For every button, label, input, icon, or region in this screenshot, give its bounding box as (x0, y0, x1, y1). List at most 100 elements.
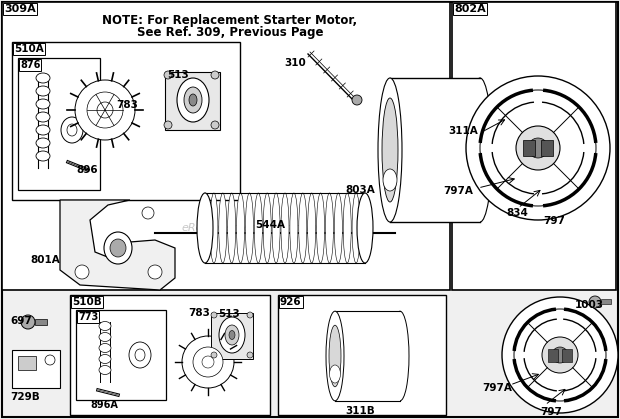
Circle shape (502, 297, 618, 413)
Circle shape (211, 71, 219, 79)
Circle shape (202, 356, 214, 368)
Bar (278, 295, 446, 415)
Text: 773: 773 (78, 312, 98, 322)
Text: 783: 783 (116, 100, 138, 110)
Circle shape (552, 347, 568, 363)
Circle shape (542, 337, 578, 373)
Ellipse shape (299, 193, 307, 263)
Bar (76, 310, 166, 400)
Circle shape (211, 121, 219, 129)
Ellipse shape (61, 117, 83, 143)
Circle shape (211, 352, 217, 358)
Ellipse shape (177, 78, 209, 122)
Ellipse shape (334, 193, 342, 263)
Text: 876: 876 (20, 60, 40, 70)
Ellipse shape (189, 94, 197, 106)
Ellipse shape (129, 342, 151, 368)
Ellipse shape (383, 169, 397, 191)
Ellipse shape (343, 193, 351, 263)
Ellipse shape (391, 311, 409, 401)
Bar (35, 319, 47, 325)
Text: 801A: 801A (30, 255, 60, 265)
Bar (18, 356, 36, 370)
Circle shape (164, 71, 172, 79)
Ellipse shape (36, 73, 50, 83)
Text: 1003: 1003 (575, 300, 604, 310)
Text: 783: 783 (188, 308, 210, 318)
Ellipse shape (272, 193, 280, 263)
Bar (523, 140, 535, 156)
Bar (548, 349, 558, 362)
Circle shape (148, 265, 162, 279)
Text: 797: 797 (540, 407, 562, 417)
Ellipse shape (246, 193, 254, 263)
Bar (165, 72, 220, 130)
Ellipse shape (99, 354, 111, 364)
Circle shape (352, 95, 362, 105)
Circle shape (247, 312, 253, 318)
Circle shape (211, 312, 217, 318)
Ellipse shape (229, 331, 235, 339)
Ellipse shape (210, 193, 218, 263)
Text: 544A: 544A (255, 220, 285, 230)
Circle shape (97, 102, 113, 118)
Text: 513: 513 (218, 309, 240, 319)
Ellipse shape (99, 333, 111, 341)
Bar (18, 58, 100, 190)
Ellipse shape (184, 87, 202, 113)
Circle shape (528, 138, 548, 158)
Polygon shape (60, 200, 175, 290)
Ellipse shape (329, 365, 340, 383)
Ellipse shape (228, 193, 236, 263)
Ellipse shape (36, 99, 50, 109)
Text: 311A: 311A (448, 126, 478, 136)
Bar (390, 78, 480, 222)
Text: 896A: 896A (90, 400, 118, 410)
Text: 896: 896 (76, 165, 97, 175)
Ellipse shape (36, 86, 50, 96)
Text: 697: 697 (10, 316, 32, 326)
Text: 797A: 797A (482, 383, 512, 393)
Ellipse shape (308, 193, 316, 263)
Ellipse shape (352, 193, 360, 263)
Text: 729B: 729B (10, 392, 40, 402)
Ellipse shape (281, 193, 289, 263)
Ellipse shape (36, 112, 50, 122)
Ellipse shape (326, 311, 344, 401)
Bar (541, 140, 553, 156)
Ellipse shape (197, 193, 213, 263)
Bar (211, 313, 253, 359)
Circle shape (516, 126, 560, 170)
Circle shape (21, 315, 35, 329)
Ellipse shape (201, 193, 209, 263)
Ellipse shape (225, 325, 239, 345)
Circle shape (466, 76, 610, 220)
Circle shape (87, 92, 123, 128)
Ellipse shape (219, 317, 245, 353)
Ellipse shape (254, 193, 262, 263)
Text: 797: 797 (543, 216, 565, 226)
Text: 834: 834 (506, 208, 528, 218)
Ellipse shape (99, 344, 111, 352)
Circle shape (164, 121, 172, 129)
Ellipse shape (290, 193, 298, 263)
Ellipse shape (110, 239, 126, 257)
Ellipse shape (67, 124, 77, 136)
Circle shape (589, 296, 601, 308)
Text: 510B: 510B (72, 297, 102, 307)
Ellipse shape (219, 193, 227, 263)
Text: 310: 310 (284, 58, 306, 68)
Ellipse shape (36, 151, 50, 161)
Text: NOTE: For Replacement Starter Motor,: NOTE: For Replacement Starter Motor, (102, 14, 358, 27)
Bar (335, 311, 400, 401)
Bar (70, 295, 270, 415)
Text: 803A: 803A (345, 185, 374, 195)
Ellipse shape (378, 78, 402, 222)
Ellipse shape (329, 325, 341, 387)
Circle shape (247, 352, 253, 358)
Ellipse shape (36, 138, 50, 148)
Ellipse shape (382, 98, 398, 202)
Ellipse shape (264, 193, 271, 263)
Bar (2, 2, 450, 290)
Text: 513: 513 (167, 70, 188, 80)
